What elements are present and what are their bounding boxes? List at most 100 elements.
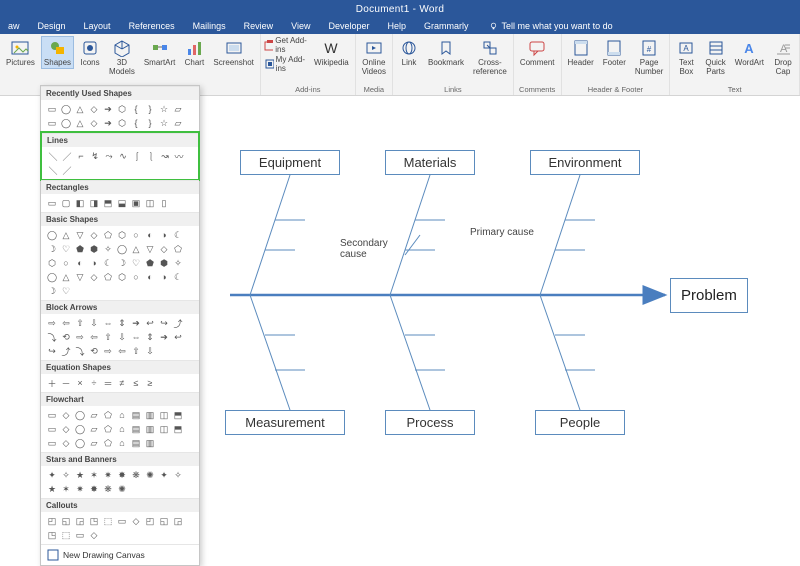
box-materials[interactable]: Materials xyxy=(385,150,475,175)
shape-cell[interactable]: 〰 xyxy=(173,150,185,162)
screenshot-button[interactable]: Screenshot xyxy=(210,36,256,69)
shape-cell[interactable]: ▢ xyxy=(60,197,72,209)
tab-review[interactable]: Review xyxy=(240,20,278,32)
shape-cell[interactable]: ⇧ xyxy=(130,345,142,357)
wordart-button[interactable]: A WordArt xyxy=(732,36,767,69)
shape-cell[interactable]: ◐ xyxy=(144,271,156,283)
shape-cell[interactable]: ⟲ xyxy=(88,345,100,357)
shape-cell[interactable]: ∿ xyxy=(117,150,129,162)
shape-cell[interactable]: ⇩ xyxy=(144,345,156,357)
shape-cell[interactable]: ▯ xyxy=(158,197,170,209)
shape-cell[interactable]: ▱ xyxy=(88,423,100,435)
tab-mailings[interactable]: Mailings xyxy=(189,20,230,32)
chart-button[interactable]: Chart xyxy=(181,36,207,69)
shape-cell[interactable]: ◑ xyxy=(158,271,170,283)
shape-cell[interactable]: ♡ xyxy=(60,285,72,297)
shape-cell[interactable]: ⇨ xyxy=(46,317,58,329)
shape-cell[interactable]: ≠ xyxy=(116,377,128,389)
shape-cell[interactable]: ✶ xyxy=(60,483,72,495)
shape-cell[interactable]: ⬠ xyxy=(172,243,184,255)
shape-cell[interactable]: ⬟ xyxy=(144,257,156,269)
shape-cell[interactable]: ＼ xyxy=(47,164,59,176)
shape-cell[interactable]: ▤ xyxy=(130,409,142,421)
my-addins-button[interactable]: My Add-ins xyxy=(264,55,308,73)
shape-cell[interactable]: ★ xyxy=(46,483,58,495)
shape-cell[interactable]: ▣ xyxy=(130,197,142,209)
shape-cell[interactable]: ▭ xyxy=(46,117,58,129)
shape-cell[interactable]: ⬠ xyxy=(102,437,114,449)
shape-cell[interactable]: ⟲ xyxy=(60,331,72,343)
shape-cell[interactable]: ◯ xyxy=(46,271,58,283)
pagenum-button[interactable]: # PageNumber xyxy=(632,36,666,79)
wikipedia-button[interactable]: W Wikipedia xyxy=(311,36,352,69)
shape-cell[interactable]: ⇔ xyxy=(102,317,114,329)
shape-cell[interactable]: ⇨ xyxy=(102,345,114,357)
shape-cell[interactable]: ÷ xyxy=(88,377,100,389)
shape-cell[interactable]: ◫ xyxy=(158,409,170,421)
shape-cell[interactable]: ▽ xyxy=(74,271,86,283)
shape-cell[interactable]: ↯ xyxy=(89,150,101,162)
shape-cell[interactable]: { xyxy=(130,117,142,129)
shape-cell[interactable]: ✷ xyxy=(102,469,114,481)
shape-cell[interactable]: － xyxy=(60,377,72,389)
shape-cell[interactable]: ◇ xyxy=(60,409,72,421)
new-drawing-canvas[interactable]: New Drawing Canvas xyxy=(41,544,199,565)
shape-cell[interactable]: ⬠ xyxy=(102,409,114,421)
shape-cell[interactable]: ⬚ xyxy=(102,515,114,527)
shape-cell[interactable]: ⌂ xyxy=(116,437,128,449)
shape-cell[interactable]: ▱ xyxy=(172,117,184,129)
shape-cell[interactable]: ▤ xyxy=(130,437,142,449)
shape-cell[interactable]: ◰ xyxy=(46,515,58,527)
shape-cell[interactable]: } xyxy=(144,117,156,129)
dropcap-button[interactable]: A DropCap xyxy=(770,36,796,79)
shape-cell[interactable]: ☆ xyxy=(158,103,170,115)
tab-grammarly[interactable]: Grammarly xyxy=(420,20,473,32)
shape-cell[interactable]: ⇩ xyxy=(88,317,100,329)
shape-cell[interactable]: ◯ xyxy=(74,423,86,435)
shape-cell[interactable]: ➔ xyxy=(130,317,142,329)
shape-cell[interactable]: ◯ xyxy=(60,117,72,129)
shape-cell[interactable]: ◲ xyxy=(74,515,86,527)
shape-cell[interactable]: ▽ xyxy=(144,243,156,255)
shape-cell[interactable]: ▭ xyxy=(74,529,86,541)
shape-cell[interactable]: ◰ xyxy=(144,515,156,527)
shape-cell[interactable]: ◱ xyxy=(60,515,72,527)
shape-cell[interactable]: ◯ xyxy=(60,103,72,115)
shape-cell[interactable]: ▥ xyxy=(144,437,156,449)
shape-cell[interactable]: ➔ xyxy=(102,103,114,115)
box-equipment[interactable]: Equipment xyxy=(240,150,340,175)
shape-cell[interactable]: △ xyxy=(130,243,142,255)
shape-cell[interactable]: ⇕ xyxy=(144,331,156,343)
shape-cell[interactable]: ⬡ xyxy=(116,103,128,115)
shape-cell[interactable]: ⎱ xyxy=(145,150,157,162)
smartart-button[interactable]: SmartArt xyxy=(141,36,179,69)
shape-cell[interactable]: ◇ xyxy=(60,437,72,449)
online-videos-button[interactable]: OnlineVideos xyxy=(359,36,389,79)
shape-cell[interactable]: ◇ xyxy=(88,229,100,241)
shape-cell[interactable]: ◨ xyxy=(88,197,100,209)
shape-cell[interactable]: ≤ xyxy=(130,377,142,389)
shape-cell[interactable]: ◯ xyxy=(116,243,128,255)
pictures-button[interactable]: Pictures xyxy=(3,36,38,69)
shape-cell[interactable]: ＼ xyxy=(47,150,59,162)
box-environment[interactable]: Environment xyxy=(530,150,640,175)
shape-cell[interactable]: ✧ xyxy=(102,243,114,255)
shape-cell[interactable]: ◯ xyxy=(74,437,86,449)
shape-cell[interactable]: ⇨ xyxy=(74,331,86,343)
shape-cell[interactable]: ➔ xyxy=(102,117,114,129)
shape-cell[interactable]: ☾ xyxy=(102,257,114,269)
shape-cell[interactable]: ／ xyxy=(61,150,73,162)
shape-cell[interactable]: ≥ xyxy=(144,377,156,389)
shape-cell[interactable]: ⇕ xyxy=(116,317,128,329)
shape-cell[interactable]: ❋ xyxy=(130,469,142,481)
shape-cell[interactable]: ↩ xyxy=(172,331,184,343)
shape-cell[interactable]: ▽ xyxy=(74,229,86,241)
box-problem[interactable]: Problem xyxy=(670,278,748,313)
get-addins-button[interactable]: Get Add-ins xyxy=(264,36,308,54)
comment-button[interactable]: Comment xyxy=(517,36,558,69)
shape-cell[interactable]: ⇧ xyxy=(102,331,114,343)
shape-cell[interactable]: ✸ xyxy=(116,469,128,481)
shape-cell[interactable]: ✧ xyxy=(172,257,184,269)
shape-cell[interactable]: ◇ xyxy=(158,243,170,255)
shape-cell[interactable]: ♡ xyxy=(130,257,142,269)
